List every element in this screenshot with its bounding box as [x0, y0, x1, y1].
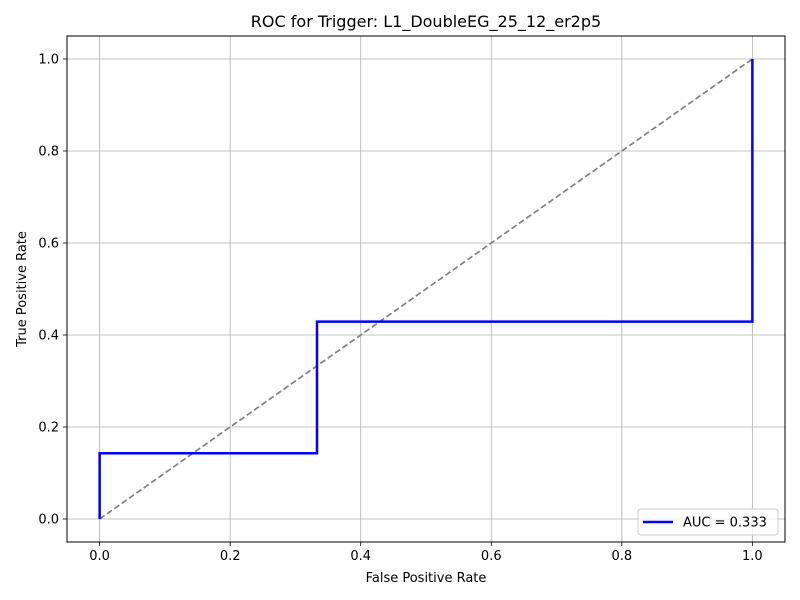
plot-frame	[66, 35, 786, 543]
chance-line	[99, 58, 753, 520]
x-tick-label: 0.2	[220, 549, 241, 564]
x-tick-label: 0.4	[350, 549, 371, 564]
chart-title: ROC for Trigger: L1_DoubleEG_25_12_er2p5	[251, 12, 601, 32]
y-tick-label: 1.0	[38, 53, 59, 68]
y-tick-label: 0.2	[38, 421, 59, 436]
legend-label: AUC = 0.333	[683, 516, 767, 531]
y-axis-ticks: 0.0 0.2 0.4 0.6 0.8 1.0	[38, 53, 67, 528]
x-tick-label: 0.8	[611, 549, 632, 564]
y-axis-label: True Positive Rate	[15, 231, 30, 348]
x-tick-label: 0.0	[89, 549, 110, 564]
roc-curve	[98, 59, 754, 519]
legend-box	[637, 508, 779, 536]
x-tick-label: 1.0	[742, 549, 763, 564]
y-tick-label: 0.6	[38, 237, 59, 252]
y-tick-label: 0.4	[38, 329, 59, 344]
y-tick-label: 0.0	[38, 513, 59, 528]
y-tick-label: 0.8	[38, 145, 59, 160]
x-axis-label: False Positive Rate	[366, 571, 487, 586]
x-axis-ticks: 0.0 0.2 0.4 0.6 0.8 1.0	[89, 542, 763, 564]
x-tick-label: 0.6	[481, 549, 502, 564]
legend: AUC = 0.333	[637, 508, 779, 536]
series-group	[98, 58, 754, 520]
